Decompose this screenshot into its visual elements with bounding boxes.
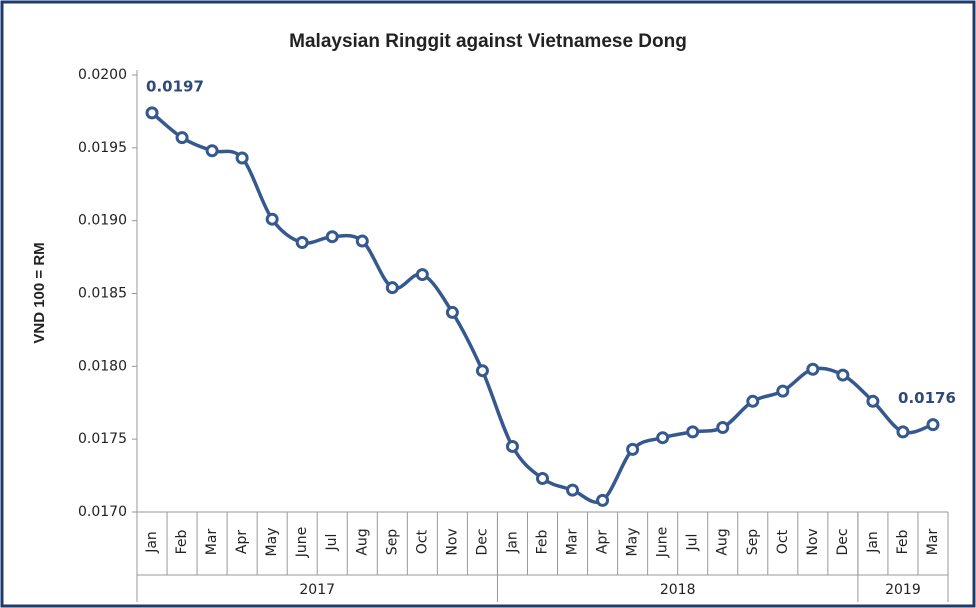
data-point xyxy=(626,442,640,456)
data-point xyxy=(445,305,459,319)
x-tick-label: Dec xyxy=(835,528,851,555)
x-tick-label: Nov xyxy=(444,528,460,555)
data-point xyxy=(145,106,159,120)
data-point xyxy=(265,212,279,226)
data-point xyxy=(566,483,580,497)
x-tick-label: Feb xyxy=(535,529,551,554)
value-label: 0.0176 xyxy=(898,389,956,407)
data-point xyxy=(205,144,219,158)
data-point xyxy=(295,236,309,250)
x-tick-label: Oct xyxy=(414,529,430,554)
x-tick-label: June xyxy=(655,527,671,559)
data-point xyxy=(475,364,489,378)
y-tick-label: 0.0195 xyxy=(78,140,127,156)
y-tick-label: 0.0185 xyxy=(78,286,127,302)
x-tick-label: Jan xyxy=(144,531,160,554)
data-point xyxy=(806,362,820,376)
data-point xyxy=(505,439,519,453)
data-point xyxy=(175,131,189,145)
chart-title: Malaysian Ringgit against Vietnamese Don… xyxy=(289,31,687,52)
data-point xyxy=(896,425,910,439)
data-point xyxy=(656,431,670,445)
value-label: 0.0197 xyxy=(146,77,204,95)
data-point xyxy=(836,368,850,382)
data-point xyxy=(385,281,399,295)
data-point xyxy=(536,471,549,485)
x-tick-label: Jul xyxy=(324,534,340,552)
data-point xyxy=(776,384,790,398)
x-tick-label: Feb xyxy=(895,529,911,554)
y-tick-label: 0.0170 xyxy=(78,504,127,520)
x-tick-label: June xyxy=(294,527,310,559)
data-point xyxy=(716,421,730,435)
data-point xyxy=(746,394,760,408)
x-tick-label: Feb xyxy=(174,529,190,554)
y-tick-label: 0.0190 xyxy=(78,213,127,229)
y-axis-title: VND 100 = RM xyxy=(31,242,48,343)
data-point xyxy=(866,394,880,408)
data-point xyxy=(596,493,610,507)
year-label: 2018 xyxy=(660,582,696,598)
x-tick-label: Jan xyxy=(865,531,881,554)
x-tick-label: Sep xyxy=(745,529,761,556)
x-tick-label: Sep xyxy=(384,529,400,556)
x-tick-label: Dec xyxy=(474,528,490,555)
x-tick-label: Jan xyxy=(504,531,520,554)
data-point xyxy=(926,418,940,432)
x-tick-label: Mar xyxy=(925,529,941,556)
data-point xyxy=(355,234,369,248)
data-point xyxy=(235,151,249,165)
x-tick-label: Aug xyxy=(354,528,370,555)
x-tick-label: Apr xyxy=(234,530,250,554)
x-tick-label: Mar xyxy=(204,529,220,556)
y-tick-label: 0.0200 xyxy=(78,67,127,83)
x-tick-label: Jul xyxy=(685,534,701,552)
data-point xyxy=(686,425,700,439)
y-tick-label: 0.0180 xyxy=(78,358,127,374)
y-tick-label: 0.0175 xyxy=(78,431,127,447)
x-tick-label: May xyxy=(625,528,641,557)
data-point xyxy=(415,268,429,282)
x-tick-label: Mar xyxy=(565,529,581,556)
x-tick-label: Nov xyxy=(805,528,821,555)
x-tick-label: May xyxy=(264,528,280,557)
year-label: 2019 xyxy=(885,582,921,598)
data-point xyxy=(325,230,339,244)
x-tick-label: Apr xyxy=(595,530,611,554)
x-tick-label: Oct xyxy=(775,529,791,554)
x-tick-label: Aug xyxy=(715,528,731,555)
year-label: 2017 xyxy=(299,582,335,598)
